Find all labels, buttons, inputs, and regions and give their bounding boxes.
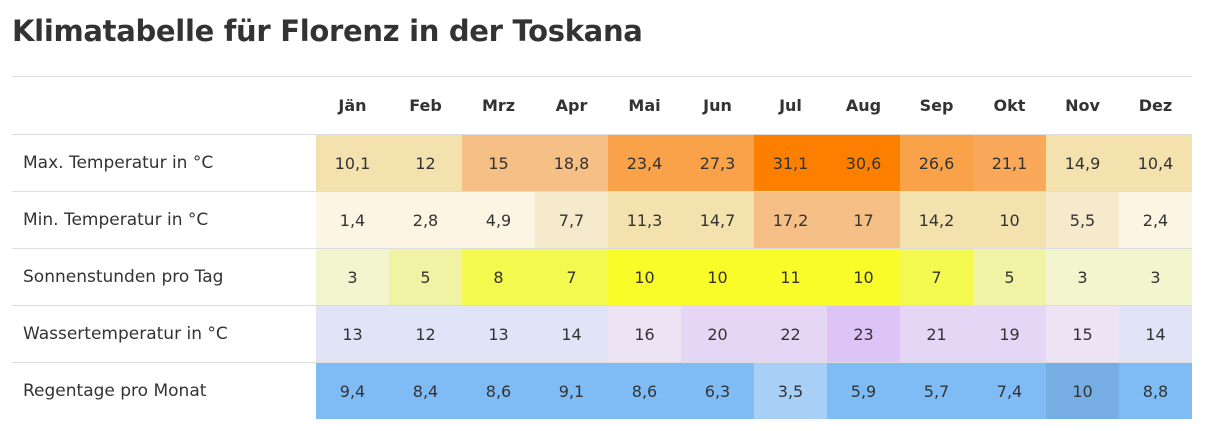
- value-cell: 5: [389, 248, 462, 306]
- value-cell: 7,7: [535, 191, 608, 249]
- climate-table: Jän Feb Mrz Apr Mai Jun Jul Aug Sep Okt Nov Dez Max…: [12, 76, 1192, 419]
- value-cell: 5,9: [827, 362, 900, 419]
- month-header: Apr: [555, 96, 588, 115]
- value-cell: 12: [389, 305, 462, 363]
- value-cell: 23,4: [608, 134, 681, 192]
- row-label: Wassertemperatur in °C: [12, 305, 316, 363]
- value-cell: 8,4: [389, 362, 462, 419]
- table-row: Sonnenstunden pro Tag 3 5 8 7 10 10 11 10 7 5 3 3: [12, 248, 1192, 306]
- header-empty-cell: [12, 77, 316, 135]
- value-cell: 17,2: [754, 191, 827, 249]
- value-cell: 6,3: [681, 362, 754, 419]
- value-cell: 30,6: [827, 134, 900, 192]
- value-cell: 22: [754, 305, 827, 363]
- value-cell: 5,7: [900, 362, 973, 419]
- value-cell: 14,2: [900, 191, 973, 249]
- value-cell: 5: [973, 248, 1046, 306]
- value-cell: 5,5: [1046, 191, 1119, 249]
- value-cell: 10: [681, 248, 754, 306]
- value-cell: 20: [681, 305, 754, 363]
- value-cell: 31,1: [754, 134, 827, 192]
- value-cell: 3,5: [754, 362, 827, 419]
- value-cell: 3: [316, 248, 389, 306]
- table-row: Max. Temperatur in °C 10,1 12 15 18,8 23,4 27,…: [12, 134, 1192, 192]
- value-cell: 18,8: [535, 134, 608, 192]
- month-header: Sep: [919, 96, 954, 115]
- table-row: Min. Temperatur in °C 1,4 2,8 4,9 7,7 11,3 14,…: [12, 191, 1192, 249]
- value-cell: 19: [973, 305, 1046, 363]
- value-cell: 10,1: [316, 134, 389, 192]
- month-header: Jän: [338, 96, 367, 115]
- table-row: Wassertemperatur in °C 13 12 13 14 16 20 22 23 21…: [12, 305, 1192, 363]
- value-cell: 10: [827, 248, 900, 306]
- value-cell: 17: [827, 191, 900, 249]
- value-cell: 8,6: [608, 362, 681, 419]
- value-cell: 26,6: [900, 134, 973, 192]
- value-cell: 2,8: [389, 191, 462, 249]
- value-cell: 27,3: [681, 134, 754, 192]
- month-header: Jun: [703, 96, 732, 115]
- month-header: Jul: [779, 96, 802, 115]
- value-cell: 8,6: [462, 362, 535, 419]
- value-cell: 11,3: [608, 191, 681, 249]
- month-header: Feb: [409, 96, 442, 115]
- value-cell: 13: [316, 305, 389, 363]
- value-cell: 9,4: [316, 362, 389, 419]
- value-cell: 14,7: [681, 191, 754, 249]
- value-cell: 13: [462, 305, 535, 363]
- row-label: Max. Temperatur in °C: [12, 134, 316, 192]
- row-label: Min. Temperatur in °C: [12, 191, 316, 249]
- table-row: Regentage pro Monat 9,4 8,4 8,6 9,1 8,6 6,3 3,5…: [12, 362, 1192, 419]
- value-cell: 15: [462, 134, 535, 192]
- value-cell: 8: [462, 248, 535, 306]
- value-cell: 4,9: [462, 191, 535, 249]
- value-cell: 3: [1119, 248, 1192, 306]
- value-cell: 9,1: [535, 362, 608, 419]
- month-header: Aug: [845, 96, 882, 115]
- value-cell: 21: [900, 305, 973, 363]
- value-cell: 14: [535, 305, 608, 363]
- value-cell: 3: [1046, 248, 1119, 306]
- value-cell: 15: [1046, 305, 1119, 363]
- value-cell: 2,4: [1119, 191, 1192, 249]
- value-cell: 1,4: [316, 191, 389, 249]
- value-cell: 16: [608, 305, 681, 363]
- value-cell: 10: [608, 248, 681, 306]
- month-header: Mai: [628, 96, 661, 115]
- value-cell: 10,4: [1119, 134, 1192, 192]
- value-cell: 14: [1119, 305, 1192, 363]
- page-title: Klimatabelle für Florenz in der Toskana: [12, 14, 643, 48]
- value-cell: 12: [389, 134, 462, 192]
- value-cell: 7: [900, 248, 973, 306]
- row-label: Regentage pro Monat: [12, 362, 316, 419]
- value-cell: 8,8: [1119, 362, 1192, 419]
- value-cell: 14,9: [1046, 134, 1119, 192]
- month-header: Mrz: [481, 96, 516, 115]
- month-header: Nov: [1065, 96, 1100, 115]
- value-cell: 11: [754, 248, 827, 306]
- row-label: Sonnenstunden pro Tag: [12, 248, 316, 306]
- table-header-row: Jän Feb Mrz Apr Mai Jun Jul Aug Sep Okt Nov Dez: [12, 77, 1192, 135]
- value-cell: 23: [827, 305, 900, 363]
- month-header: Dez: [1138, 96, 1173, 115]
- value-cell: 10: [1046, 362, 1119, 419]
- month-header: Okt: [993, 96, 1026, 115]
- value-cell: 7: [535, 248, 608, 306]
- value-cell: 7,4: [973, 362, 1046, 419]
- value-cell: 10: [973, 191, 1046, 249]
- value-cell: 21,1: [973, 134, 1046, 192]
